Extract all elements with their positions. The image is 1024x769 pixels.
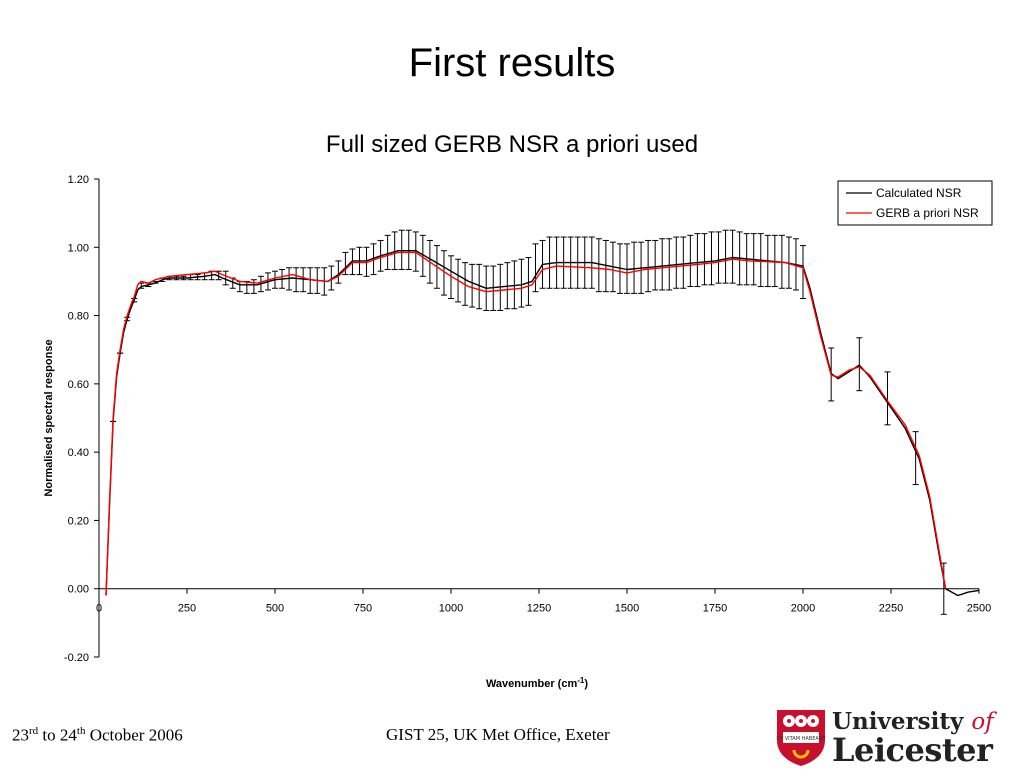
y-tick-label: 0.00 bbox=[68, 584, 89, 596]
chart-axes: 1.20 1.00 0.80 0.60 0.40 0.20 0.00 -0.20 0 250 500… bbox=[64, 174, 991, 664]
series-line-gerb-apriori-nsr bbox=[105, 251, 947, 596]
error-bar bbox=[673, 236, 680, 289]
error-bar bbox=[448, 255, 454, 299]
x-tick-label: 1250 bbox=[527, 603, 551, 615]
x-tick-label: 2000 bbox=[791, 603, 815, 615]
chart-legend: Calculated NSR GERB a priori NSR bbox=[837, 180, 993, 226]
error-bar bbox=[476, 263, 483, 310]
error-bar bbox=[715, 231, 722, 284]
error-bar bbox=[398, 229, 405, 270]
series-lines bbox=[105, 250, 980, 597]
error-bar bbox=[391, 231, 398, 270]
legend-label-apriori: GERB a priori NSR bbox=[876, 206, 979, 220]
error-bar bbox=[363, 246, 370, 277]
error-bar bbox=[250, 279, 257, 294]
x-tick-label: 750 bbox=[354, 603, 372, 615]
x-axis-label: Wavenumber (cm-1) bbox=[486, 676, 588, 690]
error-bar bbox=[293, 267, 300, 293]
x-tick-label: 0 bbox=[96, 603, 102, 615]
error-bar bbox=[469, 263, 476, 308]
error-bar bbox=[518, 258, 525, 308]
university-logo: UT VITAM HABEANT University of Leicester bbox=[774, 706, 1024, 769]
legend-box bbox=[837, 180, 993, 226]
error-bar bbox=[912, 431, 919, 486]
error-bar bbox=[525, 257, 532, 306]
shield-icon: UT VITAM HABEANT bbox=[776, 710, 827, 766]
y-tick-label: 1.20 bbox=[68, 174, 89, 186]
error-bar bbox=[652, 239, 659, 291]
x-tick-label: 2250 bbox=[879, 603, 903, 615]
error-bars bbox=[110, 229, 947, 615]
slide-title: First results bbox=[408, 41, 616, 85]
x-tick-label: 2500 bbox=[967, 603, 991, 615]
error-bar bbox=[546, 236, 553, 289]
y-tick-label: 1.00 bbox=[68, 242, 89, 254]
error-bar bbox=[645, 239, 652, 293]
legend-label-calculated: Calculated NSR bbox=[876, 186, 962, 200]
error-bar bbox=[335, 260, 342, 284]
error-bar bbox=[440, 250, 447, 296]
logo-leicester-text: Leicester bbox=[832, 731, 993, 769]
error-bar bbox=[595, 238, 602, 293]
error-bar bbox=[701, 233, 708, 286]
series-line-calculated-nsr bbox=[105, 250, 980, 597]
y-tick-label: 0.60 bbox=[68, 379, 89, 391]
x-tick-label: 1500 bbox=[615, 603, 639, 615]
error-bar bbox=[659, 238, 666, 291]
footer-event: GIST 25, UK Met Office, Exeter bbox=[386, 725, 610, 744]
error-bar bbox=[680, 236, 687, 289]
y-tick-label: 0.40 bbox=[68, 447, 89, 459]
logo-university-text: University bbox=[832, 708, 964, 735]
footer-date: 23rd to 24th October 2006 bbox=[12, 725, 183, 745]
error-bar bbox=[384, 234, 391, 270]
error-bar bbox=[222, 270, 229, 286]
error-bar bbox=[884, 371, 891, 426]
y-tick-label: -0.20 bbox=[64, 652, 89, 664]
error-bar bbox=[532, 243, 539, 293]
error-bar bbox=[412, 231, 419, 272]
x-tick-label: 500 bbox=[266, 603, 284, 615]
error-bar bbox=[624, 243, 630, 294]
error-bar bbox=[722, 229, 729, 284]
error-bar bbox=[666, 238, 673, 291]
logo-of-text: of bbox=[971, 709, 994, 735]
error-bar bbox=[405, 229, 412, 270]
error-bar bbox=[370, 243, 377, 276]
error-bar bbox=[328, 265, 335, 291]
y-tick-label: 0.80 bbox=[68, 311, 89, 323]
x-tick-label: 1750 bbox=[703, 603, 727, 615]
nsr-line-chart: 1.20 1.00 0.80 0.60 0.40 0.20 0.00 -0.20 0 250 500… bbox=[43, 174, 993, 690]
error-bar bbox=[236, 280, 243, 293]
x-tick-label: 1000 bbox=[439, 603, 463, 615]
error-bar bbox=[342, 251, 349, 276]
error-bar bbox=[800, 245, 806, 299]
y-tick-label: 0.20 bbox=[68, 515, 89, 527]
error-bar bbox=[631, 241, 638, 294]
svg-text:UT VITAM HABEANT: UT VITAM HABEANT bbox=[776, 736, 826, 742]
error-bar bbox=[729, 229, 736, 284]
error-bar bbox=[694, 233, 701, 288]
chart-title: Full sized GERB NSR a priori used bbox=[325, 131, 699, 158]
error-bar bbox=[307, 267, 314, 294]
error-bar bbox=[419, 234, 426, 277]
x-tick-label: 250 bbox=[178, 603, 196, 615]
error-bar bbox=[687, 234, 694, 288]
y-axis-label: Normalised spectral response bbox=[43, 339, 55, 496]
error-bar bbox=[243, 280, 250, 294]
error-bar bbox=[708, 231, 715, 286]
error-bar bbox=[856, 337, 863, 392]
